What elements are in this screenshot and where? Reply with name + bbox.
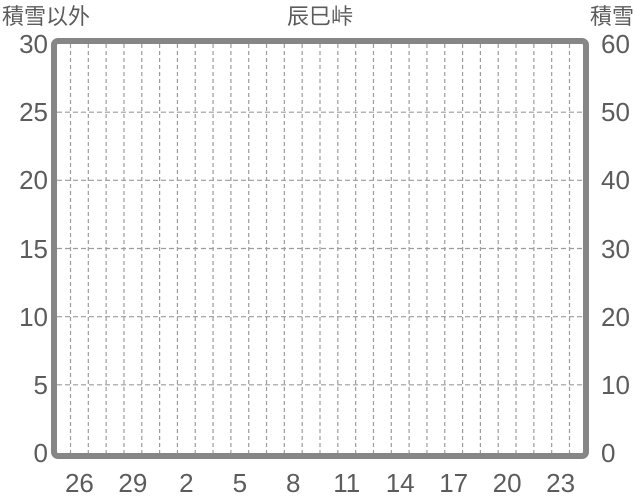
x-tick-20: 20 <box>492 468 522 498</box>
x-tick-17: 17 <box>439 468 469 498</box>
x-tick-2: 2 <box>179 468 194 498</box>
x-tick-23: 23 <box>546 468 576 498</box>
x-tick-8: 8 <box>286 468 301 498</box>
y-axis-left-ticks: 30 25 20 15 10 5 0 <box>0 0 48 501</box>
gridlines <box>57 44 583 453</box>
right-axis-title: 積雪 <box>589 4 634 29</box>
x-tick-29: 29 <box>118 468 148 498</box>
x-tick-5: 5 <box>232 468 248 498</box>
y-tick-right-60: 60 <box>601 29 630 59</box>
y-tick-right-0: 0 <box>601 438 616 468</box>
y-tick-right-20: 20 <box>601 301 630 332</box>
y-tick-left-5: 5 <box>33 369 48 400</box>
y-tick-right-50: 50 <box>601 97 630 128</box>
y-tick-left-30: 30 <box>19 29 48 59</box>
y-tick-left-10: 10 <box>19 301 48 332</box>
y-tick-right-10: 10 <box>601 369 630 400</box>
y-tick-left-15: 15 <box>19 233 48 264</box>
y-axis-right-ticks: 60 50 40 30 20 10 0 <box>601 0 636 501</box>
x-axis-ticks: 26 29 2 5 8 11 14 17 20 23 <box>0 468 636 500</box>
chart-title: 辰巳峠 <box>286 4 353 29</box>
left-axis-title: 積雪以外 <box>2 4 91 29</box>
y-tick-right-30: 30 <box>601 233 630 264</box>
y-tick-left-25: 25 <box>19 97 48 128</box>
x-tick-26: 26 <box>64 468 94 498</box>
x-tick-14: 14 <box>385 468 415 498</box>
x-tick-11: 11 <box>333 468 361 498</box>
plot-area <box>51 38 589 459</box>
y-tick-left-0: 0 <box>33 438 48 468</box>
y-tick-right-40: 40 <box>601 165 630 196</box>
y-tick-left-20: 20 <box>19 165 48 196</box>
